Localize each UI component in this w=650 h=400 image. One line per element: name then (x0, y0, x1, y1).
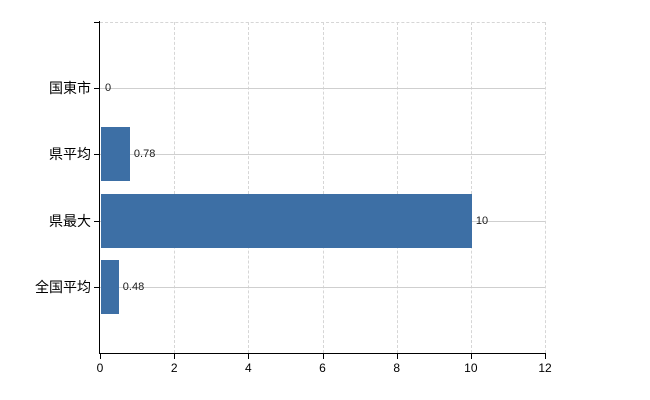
bar (101, 127, 130, 182)
y-axis-tick (94, 286, 99, 288)
x-axis-tick (174, 354, 176, 359)
x-axis-tick (248, 354, 250, 359)
bar (101, 259, 119, 314)
gridline-vertical (174, 22, 176, 353)
x-tick-label: 4 (244, 361, 252, 375)
y-axis-tick (94, 22, 99, 23)
x-tick-label: 10 (464, 361, 478, 375)
x-tick-label: 12 (538, 361, 552, 375)
category-gridline (100, 88, 545, 90)
x-tick-label: 6 (319, 361, 326, 375)
y-axis-tick (94, 220, 99, 222)
value-label: 0 (105, 82, 112, 95)
y-axis-line (99, 21, 100, 353)
x-axis-tick (100, 354, 101, 359)
x-axis-tick (322, 354, 324, 359)
x-tick-label: 8 (393, 361, 400, 375)
category-gridline (100, 154, 545, 156)
category-label: 国東市 (49, 80, 91, 97)
gridline-vertical (545, 22, 546, 353)
x-axis-tick (470, 354, 472, 359)
category-gridline (100, 286, 545, 288)
x-tick-label: 2 (170, 361, 178, 375)
category-label: 県平均 (49, 146, 91, 163)
y-axis-tick (94, 154, 99, 156)
value-label: 0.78 (133, 148, 156, 161)
x-axis-tick (545, 354, 546, 359)
category-label: 県最大 (49, 212, 91, 229)
plot-area: 0 2 4 6 8 10 12 国東市 0 県平均 0.78 県最大 10 全国平均 0.48 (35, 21, 552, 375)
bar (101, 193, 472, 248)
y-axis-tick (94, 88, 99, 90)
x-axis-line (99, 353, 546, 354)
gridline-vertical (322, 22, 324, 353)
gridline-vertical (396, 22, 398, 353)
gridline-vertical (470, 22, 472, 353)
x-tick-label: 0 (96, 361, 104, 375)
value-label: 10 (475, 214, 489, 227)
gridline-vertical (248, 22, 250, 353)
category-label: 全国平均 (35, 278, 91, 295)
value-label: 0.48 (122, 280, 145, 293)
x-axis-tick (396, 354, 398, 359)
